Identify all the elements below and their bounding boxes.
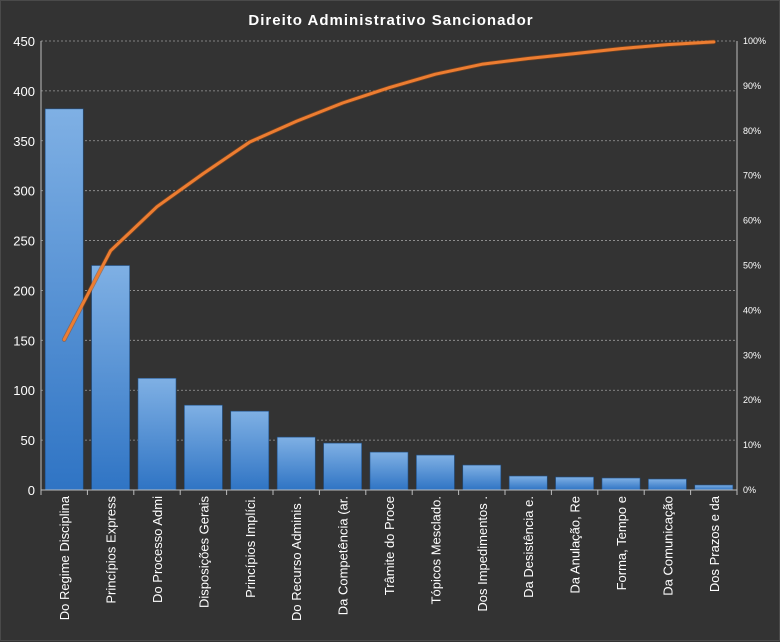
x-tick-label: Da Desistência e. [521, 496, 536, 598]
bar [462, 464, 502, 491]
cumulative-point [480, 63, 483, 66]
bar [694, 484, 734, 491]
cumulative-point [63, 338, 66, 341]
bar [369, 451, 409, 491]
cumulative-point [527, 57, 530, 60]
x-tick-label: Do Recurso Adminis . [289, 496, 304, 621]
y2-tick-label: 20% [743, 395, 761, 405]
cumulative-point [712, 40, 715, 44]
cumulative-point [387, 86, 391, 89]
cumulative-point [248, 140, 251, 144]
x-tick-label: Dos Prazos e da [707, 495, 722, 592]
bar [323, 442, 362, 491]
y-tick-label: 350 [13, 134, 35, 149]
x-tick-label: Forma, Tempo e [614, 496, 629, 590]
y2-tick-label: 50% [743, 261, 761, 271]
y-tick-label: 200 [13, 283, 35, 298]
bar [648, 478, 687, 491]
x-tick-label: Disposições Gerais [196, 496, 211, 608]
y-tick-label: 450 [13, 34, 35, 49]
y2-tick-label: 30% [743, 350, 761, 360]
bar [276, 436, 316, 491]
y2-tick-label: 0% [743, 485, 756, 495]
cumulative-point [109, 249, 112, 252]
y2-tick-label: 80% [743, 126, 761, 136]
y2-tick-label: 60% [743, 216, 761, 226]
x-tick-label: Do Processo Admi [150, 496, 165, 603]
axes [40, 41, 738, 495]
cumulative-point [202, 172, 205, 175]
x-tick-label: Da Anulação, Re [568, 496, 583, 594]
y2-tick-label: 40% [743, 305, 761, 315]
y2-tick-label: 90% [743, 81, 761, 91]
x-tick-label: Tópicos Mesclado. [428, 496, 443, 604]
y-tick-label: 50 [21, 433, 35, 448]
cumulative-line-series [61, 39, 717, 342]
bar [416, 454, 455, 491]
y2-tick-label: 10% [743, 440, 761, 450]
tick-labels: 0 50 100 150 200 250 300 350 400 450 0% 10% 20% 30% 40… [13, 34, 766, 621]
bar [555, 476, 594, 491]
x-tick-label: Dos Impedimentos . [475, 496, 490, 612]
y2-tick-label: 70% [743, 171, 761, 181]
cumulative-point [434, 73, 437, 76]
chart-title: Direito Administrativo Sancionador [248, 12, 533, 29]
y-tick-label: 400 [13, 84, 35, 99]
cumulative-point [619, 47, 623, 50]
y2-tick-label: 100% [743, 36, 766, 46]
cumulative-point [573, 52, 576, 55]
y-tick-label: 250 [13, 234, 35, 249]
x-tick-label: Da Competência (ar. [336, 496, 351, 615]
x-tick-label: Da Comunicação [660, 496, 675, 596]
bar [184, 404, 223, 491]
cumulative-point [155, 205, 159, 208]
bar [230, 410, 270, 491]
cumulative-point [341, 101, 344, 105]
x-tick-label: Do Regime Disciplina [57, 495, 72, 620]
x-tick-label: Trâmite do Proce [382, 496, 397, 595]
bar [137, 377, 177, 491]
bar [508, 475, 548, 491]
bar [44, 108, 84, 491]
y-tick-label: 300 [13, 184, 35, 199]
x-tick-label: Princípios Implíci. [243, 496, 258, 598]
y-tick-label: 0 [28, 483, 35, 498]
bar [601, 477, 641, 491]
bar [91, 265, 130, 491]
bar-series [44, 108, 734, 491]
cumulative-point [666, 43, 669, 46]
y-tick-label: 150 [13, 333, 35, 348]
cumulative-point [295, 120, 298, 123]
x-tick-label: Princípios Express [104, 496, 119, 604]
y-tick-label: 100 [13, 383, 35, 398]
